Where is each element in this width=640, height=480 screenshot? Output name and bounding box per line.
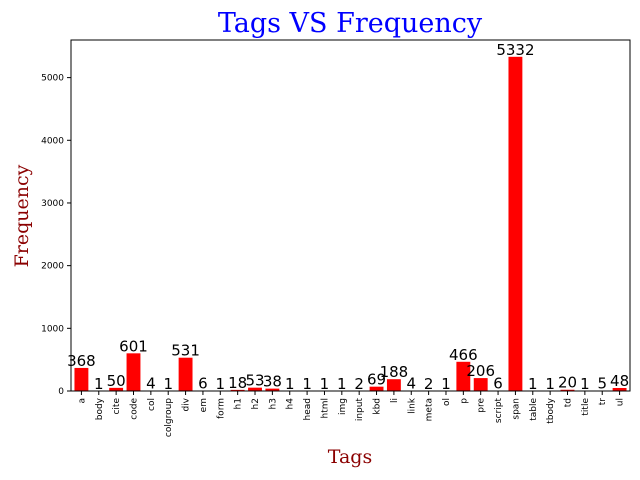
y-axis-ticks: 0 1000 2000 3000 4000 5000 [41,74,71,397]
x-tick-label-a: a [77,398,87,404]
bar-ul [612,387,627,391]
bar-value-label-cite: 50 [107,372,126,390]
x-tick-label-tr: tr [598,398,608,406]
x-tick-label-pre: pre [477,398,487,413]
x-tick-label-input: input [355,398,365,422]
x-tick-label-cite: cite [112,398,122,415]
x-tick-label-h4: h4 [286,398,296,410]
bar-value-label-code: 601 [119,337,148,355]
bar-p [456,361,471,391]
x-tick-label-p: p [459,398,469,404]
bar-value-label-td: 20 [558,374,577,392]
y-axis-title: Frequency [11,164,33,267]
x-tick-label-h2: h2 [251,398,261,409]
x-axis-title: Tags [328,446,372,468]
y-tick-label-4000: 4000 [41,136,64,146]
bar-value-label-h2: 53 [245,372,264,390]
x-tick-label-form: form [216,398,226,419]
bar-h2 [248,387,262,391]
bar-value-label-a: 368 [67,352,96,370]
x-tick-label-col: col [147,398,157,411]
x-tick-label-html: html [320,398,330,419]
x-axis-ticks: a body cite code col colgroup div em form h1 h2 h3 h… [77,391,626,437]
bar-value-label-h1: 18 [228,374,247,392]
bar-value-label-colgroup: 1 [163,375,173,393]
bar-h3 [265,388,280,391]
bar-value-label-tr: 5 [597,375,607,393]
bar-value-label-tbody: 1 [545,375,555,393]
bar-value-label-p: 466 [449,346,478,364]
chart-title: Tags VS Frequency [218,8,483,39]
bar-value-label-input: 2 [354,375,364,393]
x-tick-label-meta: meta [425,398,435,421]
bar-value-label-script: 6 [493,375,503,393]
bar-value-label-ol: 1 [441,375,451,393]
bar-value-label-img: 1 [337,375,347,393]
x-tick-label-script: script [494,398,504,424]
bar-value-label-meta: 2 [424,375,434,393]
bar-value-label-div: 531 [171,342,200,360]
x-tick-label-div: div [182,397,192,411]
x-tick-label-colgroup: colgroup [164,398,174,437]
x-tick-label-img: img [338,398,348,415]
bar-pre [473,378,488,391]
bar-value-label-link: 4 [406,375,416,393]
x-tick-label-span: span [511,398,521,420]
bar-code [126,353,141,391]
bar-value-label-title: 1 [580,375,590,393]
bar-value-label-table: 1 [528,375,538,393]
bar-value-label-kbd: 69 [367,371,386,389]
bar-div [178,357,193,391]
bar-value-label-body: 1 [94,375,104,393]
x-tick-label-code: code [129,398,139,420]
bar-value-label-head: 1 [302,375,312,393]
y-tick-label-3000: 3000 [41,199,64,209]
bar-span [508,56,523,392]
bars-group [74,56,627,392]
x-tick-label-head: head [303,398,313,420]
x-tick-label-h1: h1 [234,398,244,409]
x-tick-label-title: title [581,398,591,416]
bar-value-label-pre: 206 [466,362,495,380]
bar-li [386,379,401,391]
bar-td [560,389,575,391]
bar-value-label-em: 6 [198,375,208,393]
x-tick-label-li: li [390,398,400,403]
x-tick-label-kbd: kbd [373,398,383,415]
plot-area-frame [70,39,631,392]
bar-value-label-li: 188 [380,363,409,381]
bar-value-label-h4: 1 [285,375,295,393]
bar-a [74,367,89,391]
bar-value-label-h3: 38 [263,373,282,391]
y-tick-label-1000: 1000 [41,324,64,334]
x-tick-label-tbody: tbody [546,397,556,423]
bar-h1 [230,389,245,391]
x-tick-label-h3: h3 [268,398,278,409]
x-tick-label-em: em [199,398,209,412]
x-tick-label-link: link [407,397,417,414]
y-tick-label-0: 0 [58,387,64,397]
x-tick-label-table: table [529,398,539,421]
y-tick-label-5000: 5000 [41,74,64,84]
x-tick-label-td: td [564,398,574,407]
bar-value-label-span: 5332 [496,41,534,59]
x-tick-label-body: body [95,397,105,420]
bar-value-label-ul: 48 [610,372,629,390]
bar-cite [109,387,124,391]
x-tick-label-ul: ul [616,398,626,406]
bar-value-label-html: 1 [320,375,330,393]
x-tick-label-ol: ol [442,398,452,406]
bar-value-label-col: 4 [146,375,156,393]
bar-kbd [369,386,384,391]
y-tick-label-2000: 2000 [41,262,64,272]
bar-value-label-form: 1 [216,375,226,393]
